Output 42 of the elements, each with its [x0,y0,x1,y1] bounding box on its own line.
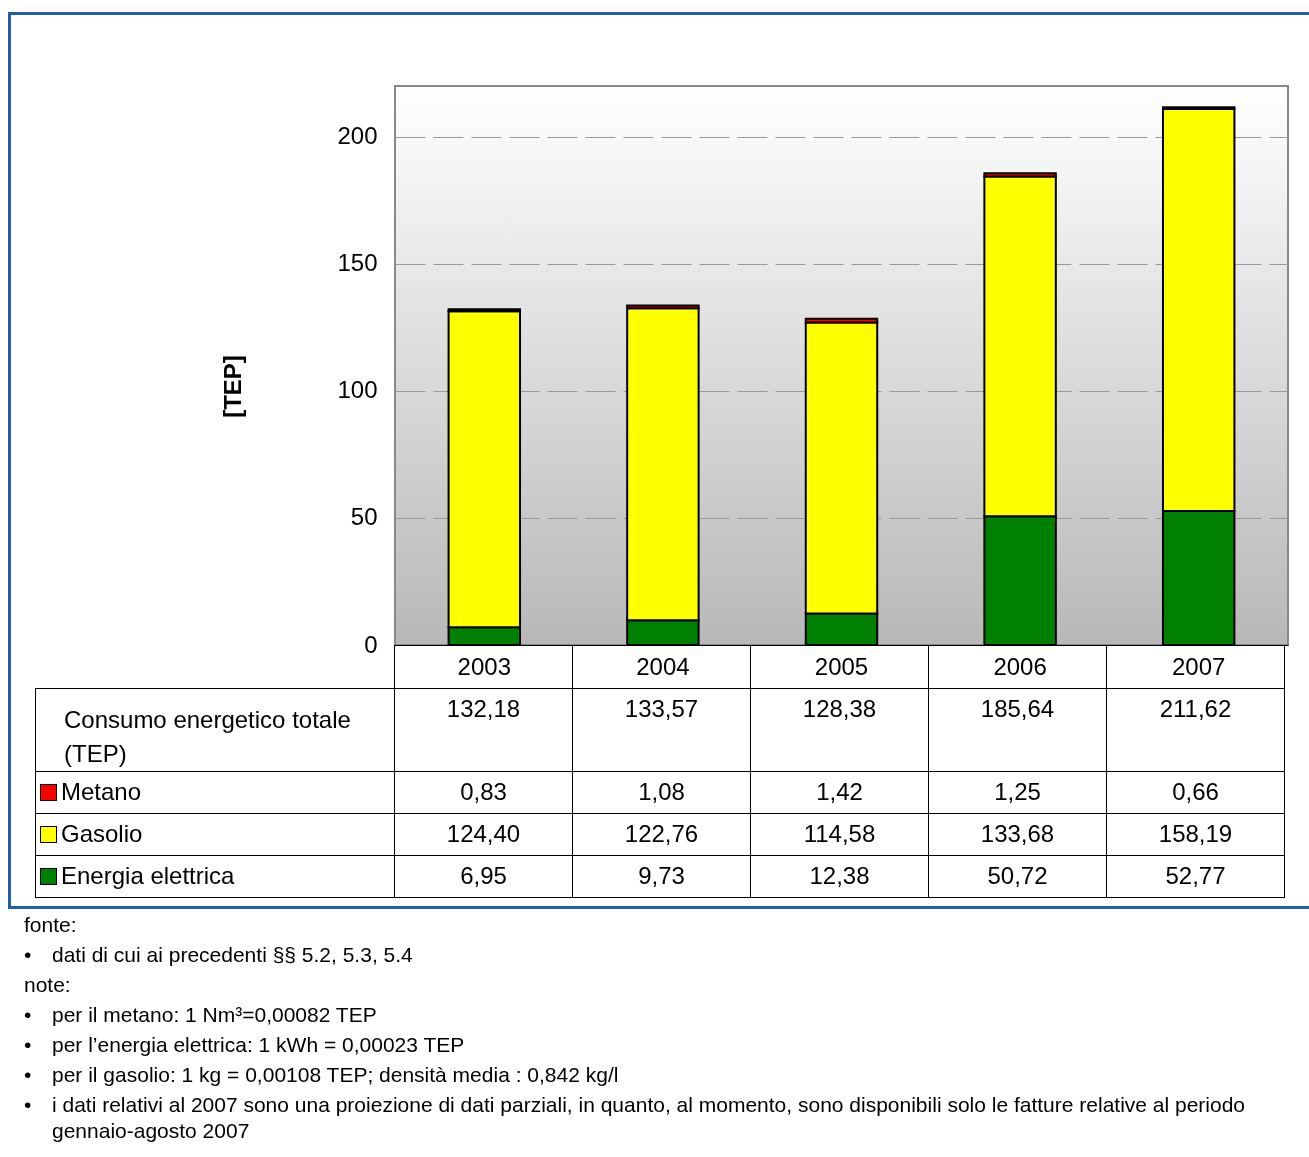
total-label: 211,62 [1106,688,1285,772]
data-label: 1,42 [750,771,929,814]
data-label: 1,08 [572,771,751,814]
x-tick-label: 2006 [993,652,1047,680]
data-label: 133,68 [928,813,1107,856]
text: Consumo energetico totale (TEP) [63,705,352,769]
text: • per il metano: 1 Nm³=0,00082 TEP [24,1002,378,1028]
x-tick-label: 2003 [457,652,511,680]
data-label: 50,72 [928,855,1107,898]
y-tick-label: 150 [337,249,378,277]
data-label: 9,73 [572,855,751,898]
data-label: 0,83 [394,771,573,814]
source-note: fonte: [24,912,78,938]
x-tick-label: 2007 [1172,652,1226,680]
data-label: 1,25 [928,771,1107,814]
y-tick-label: 200 [337,122,378,150]
legend-label: Gasolio [60,820,143,847]
text: note: [24,972,72,998]
y-tick-label: 50 [350,503,378,531]
data-label: 12,38 [750,855,929,898]
y-tick-label: 100 [337,376,378,404]
data-label: 158,19 [1106,813,1285,856]
text: • dati di cui ai precedenti §§ 5.2, 5.3, 5.4 [24,942,414,968]
text: • per l’energia elettrica: 1 kWh = 0,00023 TEP [24,1032,466,1058]
total-label: 132,18 [394,688,573,772]
total-label: 185,64 [928,688,1107,772]
data-label: 124,40 [394,813,573,856]
x-tick-label: 2005 [814,652,869,680]
text: • per il gasolio: 1 kg = 0,00108 TEP; densità media : 0,842 kg/l [24,1062,620,1088]
data-label: 0,66 [1106,771,1285,814]
total-label: 133,57 [572,688,751,772]
legend-label: Metano [60,778,142,805]
data-label: 6,95 [394,855,573,898]
data-label: 122,76 [572,813,751,856]
y-tick-label: 0 [364,630,378,658]
y-axis-title: [TEP] [218,355,246,418]
legend-label: Energia elettrica [60,862,235,889]
data-label: 114,58 [750,813,929,856]
total-label: 128,38 [750,688,929,772]
x-tick-label: 2004 [636,652,690,680]
data-label: 52,77 [1106,855,1285,898]
text: • i dati relativi al 2007 sono una proiezione di dati parziali, in quanto, al momento, sono disponibili solo le fatture relative al periodo gennaio-agosto 2007 [24,1092,1247,1144]
